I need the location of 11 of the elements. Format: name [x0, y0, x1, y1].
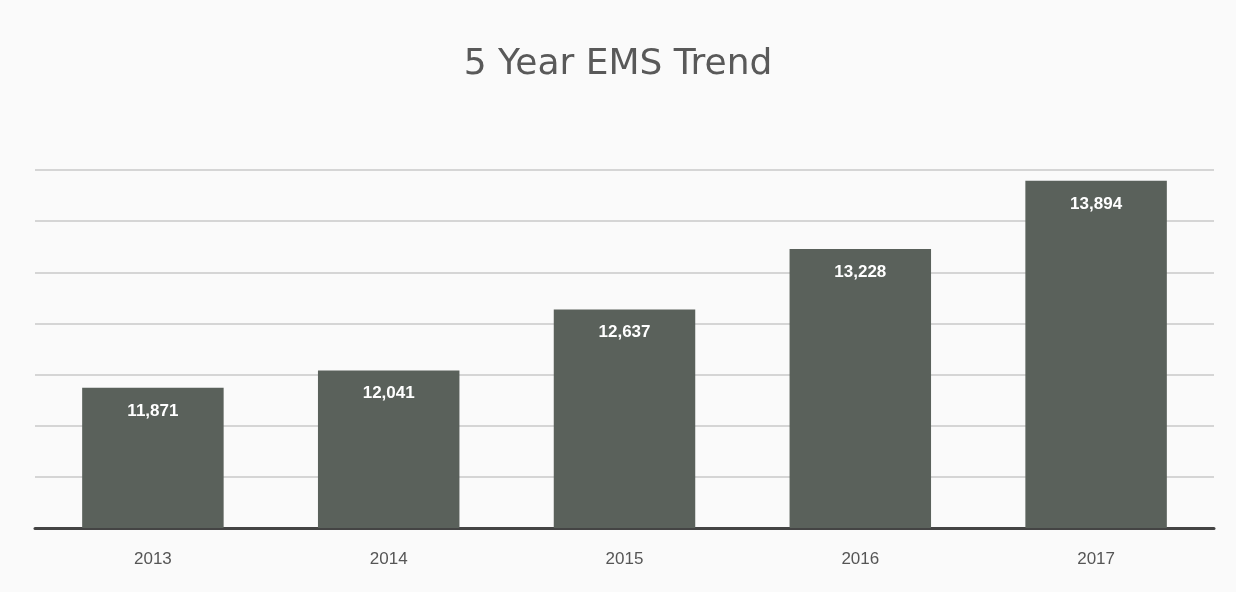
- x-tick-label: 2016: [841, 549, 880, 568]
- data-label: 11,871: [127, 400, 179, 420]
- chart-title: 5 Year EMS Trend: [463, 40, 773, 82]
- x-tick-label: 2017: [1077, 549, 1116, 568]
- x-tick-label: 2013: [133, 549, 172, 568]
- data-label: 12,637: [598, 322, 651, 342]
- x-tick-label: 2015: [605, 549, 644, 568]
- data-label: 13,894: [1070, 193, 1123, 213]
- x-tick-label: 2014: [369, 549, 408, 568]
- data-label: 13,228: [834, 261, 887, 281]
- data-label: 12,041: [362, 383, 415, 403]
